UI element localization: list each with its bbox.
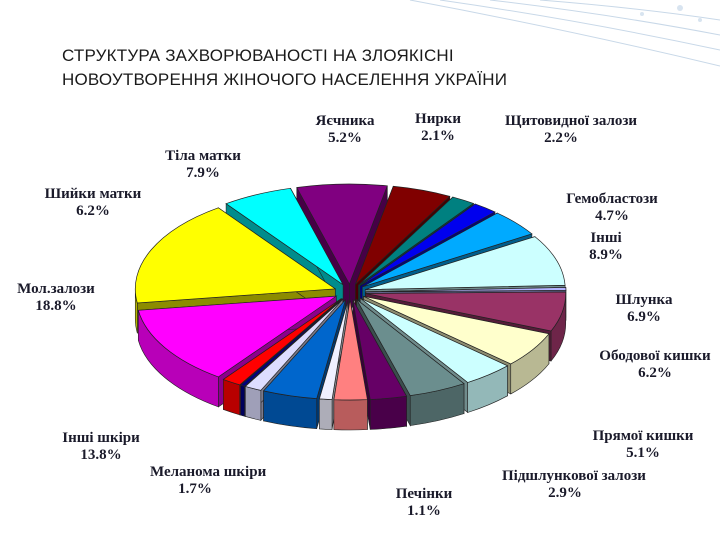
slice-label-melanoma: Меланома шкіри 1.7% <box>150 464 267 497</box>
slice-top <box>360 297 509 383</box>
slide-title-line-1: СТРУКТУРА ЗАХВОРЮВАНОСТІ НА ЗЛОЯКІСНІ <box>62 46 454 65</box>
slice-rim <box>223 379 241 416</box>
pie-slice-unlabeled-10 <box>352 298 408 430</box>
slice-rim <box>333 399 368 431</box>
slice-top <box>296 183 388 285</box>
slice-label-stomach: Шлунка 6.9% <box>615 292 673 325</box>
slice-top <box>225 187 344 286</box>
slice-label-breast: Мол.залози 18.8% <box>17 281 95 314</box>
slice-label-liver: Печінки 1.1% <box>395 486 453 519</box>
slice-top <box>356 299 465 397</box>
slice-top <box>365 287 567 293</box>
slice-top <box>137 295 338 378</box>
slice-label-other: Інші 8.9% <box>589 230 623 263</box>
slice-rim <box>319 398 333 430</box>
slice-label-thyroid: Щитовидної залози 2.2% <box>505 113 638 146</box>
slice-top <box>355 185 451 285</box>
slice-top <box>363 295 550 365</box>
slice-label-ovary: Яєчника 5.2% <box>315 113 375 146</box>
slice-top <box>318 299 349 400</box>
slice-top <box>333 299 368 401</box>
slice-label-cervix: Шийки матки 6.2% <box>44 186 142 219</box>
slice-top <box>358 196 475 286</box>
slice-label-other-skin: Інші шкіри 13.8% <box>62 430 140 463</box>
slide-title-line-2: НОВОУТВОРЕННЯ ЖІНОЧОГО НАСЕЛЕННЯ УКРАЇНИ <box>62 70 508 89</box>
slice-label-hemoblastosis: Гемобластози 4.7% <box>566 191 658 224</box>
slice-rim <box>245 386 262 421</box>
slice-label-rectum: Прямої кишки 5.1% <box>592 428 694 461</box>
slice-label-colon: Ободової кишки 6.2% <box>599 348 711 381</box>
slice-top <box>239 298 343 387</box>
slice-top <box>262 299 346 400</box>
slice-label-kidney: Нирки 2.1% <box>415 111 461 144</box>
slice-top <box>362 212 533 288</box>
slice-rim <box>369 395 407 430</box>
pie-slice-pancreas <box>333 299 368 431</box>
slice-label-pancreas: Підшлункової залози 2.9% <box>502 468 646 501</box>
slice-top <box>135 207 337 304</box>
slice-top <box>244 298 344 391</box>
decorative-corner-lines <box>409 0 720 67</box>
slice-label-uterus-body: Тіла матки 7.9% <box>165 148 241 181</box>
slice-top <box>352 299 408 400</box>
slice-top <box>365 291 567 332</box>
slice-top <box>359 203 496 287</box>
slice-top <box>222 298 342 386</box>
slice-top <box>365 236 566 290</box>
slice-rim <box>240 384 245 417</box>
slide-title: СТРУКТУРА ЗАХВОРЮВАНОСТІ НА ЗЛОЯКІСНІ НО… <box>62 44 622 92</box>
